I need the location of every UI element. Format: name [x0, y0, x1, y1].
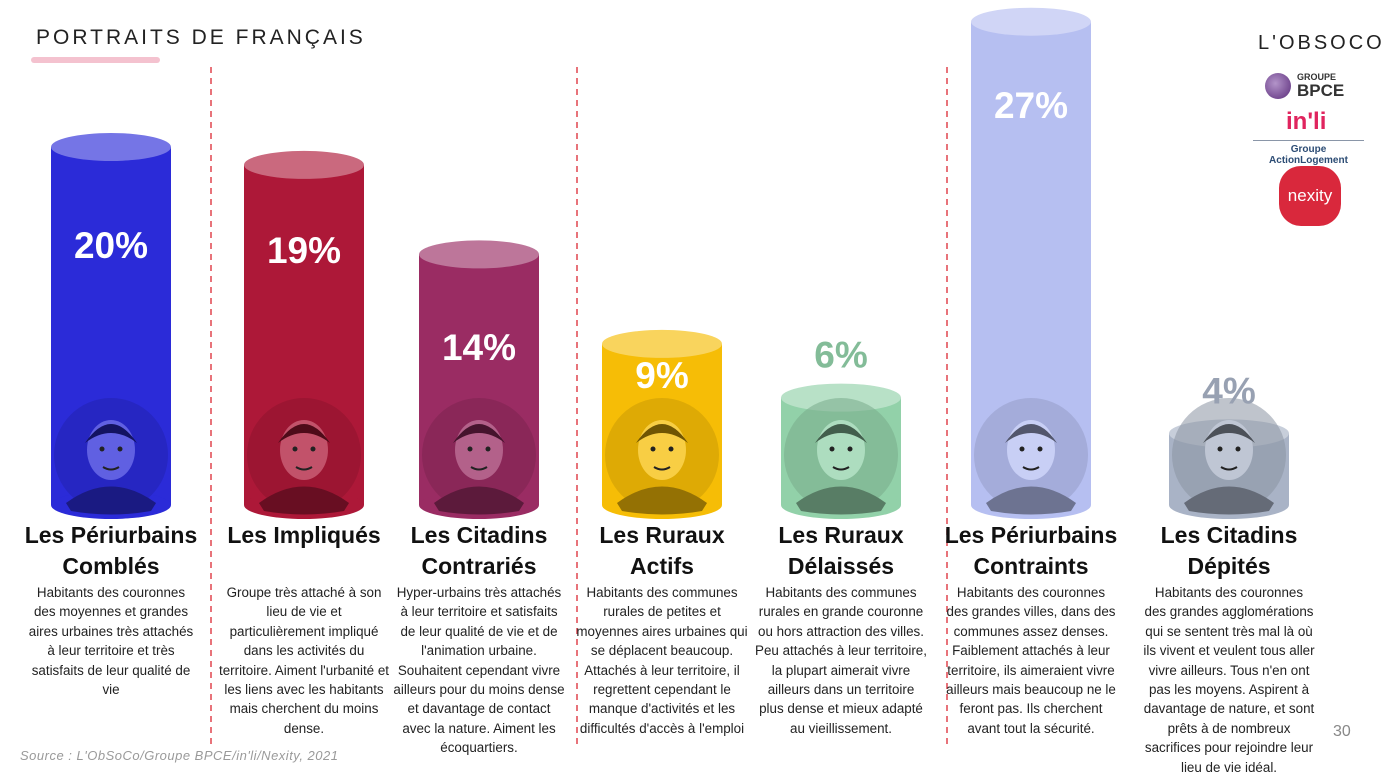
segment-title-line: Les Citadins: [1160, 522, 1298, 548]
segment-description: Habitants des couronnes des moyennes et …: [28, 585, 194, 698]
segment-title-line: Contraints: [973, 553, 1089, 579]
segment-title: Les Ruraux Délaissés: [741, 520, 941, 582]
avatar-icon: [247, 398, 361, 515]
avatar-icon: [54, 398, 168, 515]
segment-description: Hyper-urbains très attachés à leur terri…: [393, 585, 565, 756]
segment-title-line: Les Ruraux: [778, 522, 904, 548]
bar-3: [419, 240, 539, 519]
segment-title: Les Citadins Dépités: [1129, 520, 1329, 582]
data-label: 19%: [267, 230, 341, 271]
segment-description: Habitants des communes rurales en grande…: [755, 585, 927, 736]
segment-title-line: Les Périurbains: [944, 522, 1118, 548]
inli-logo: in'li: [1286, 108, 1327, 135]
nexity-logo: nexity: [1279, 166, 1341, 226]
bar-5: [781, 383, 901, 519]
bpce-text: BPCE: [1297, 81, 1345, 100]
bpce-logo: GROUPE BPCE: [1265, 72, 1344, 99]
avatar-icon: [422, 398, 536, 515]
data-label: 4%: [1202, 370, 1255, 411]
segment-title-line: Les Périurbains: [24, 522, 198, 548]
action-logement-logo: Groupe ActionLogement: [1253, 140, 1364, 166]
segment-title-line: Comblés: [62, 553, 160, 579]
segment-title-line: Les Ruraux: [599, 522, 725, 548]
data-label: 20%: [74, 225, 148, 266]
segment-title: Les Périurbains Comblés: [11, 520, 211, 582]
segment-title: Les Citadins Contrariés: [379, 520, 579, 582]
bpce-emblem-icon: [1265, 72, 1291, 99]
segment-title-line: Contrariés: [421, 553, 537, 579]
segment-description: Habitants des couronnes des grandes aggl…: [1143, 585, 1315, 775]
segment-title: Les Périurbains Contraints: [931, 520, 1131, 582]
bar-top: [781, 383, 901, 412]
segment-description: Habitants des couronnes des grandes vill…: [946, 585, 1116, 736]
bar-4: [602, 329, 722, 519]
bpce-group-text: GROUPE: [1297, 72, 1337, 82]
avatar-icon: [974, 398, 1088, 515]
segment-title-line: Les Citadins: [410, 522, 548, 548]
segment-title-line: Les Impliqués: [227, 522, 381, 548]
avatar-icon: [605, 398, 719, 515]
segment-description: Groupe très attaché à son lieu de vie et…: [218, 585, 390, 736]
bar-top: [244, 150, 364, 179]
segment-title-line: Actifs: [630, 553, 694, 579]
segment-title-line: Délaissés: [787, 553, 895, 579]
source-note: Source : L'ObSoCo/Groupe BPCE/in'li/Nexi…: [20, 748, 339, 763]
bar-top: [51, 133, 171, 161]
segment-title-line: Dépités: [1187, 553, 1271, 579]
bar-top: [971, 7, 1091, 36]
bar-7: [1169, 398, 1289, 519]
data-label: 9%: [635, 355, 688, 396]
bar-6: [971, 7, 1091, 519]
bar-top: [419, 240, 539, 269]
segment-description: Habitants des communes rurales de petite…: [576, 585, 748, 736]
data-label: 6%: [814, 335, 867, 376]
title-underline: [31, 57, 160, 63]
page-title: PORTRAITS DE FRANÇAIS: [36, 26, 366, 49]
data-label: 14%: [442, 327, 516, 368]
segment-title: Les Ruraux Actifs: [562, 520, 762, 582]
avatar-icon: [784, 398, 898, 515]
avatar-icon: [1172, 398, 1286, 515]
bar-1: [51, 133, 171, 519]
segment-title: Les Impliqués: [204, 520, 404, 551]
bar-top: [602, 329, 722, 358]
obsoco-logo: L'OBSOCO: [1258, 32, 1385, 54]
bar-2: [244, 150, 364, 519]
page-number: 30: [1333, 723, 1351, 740]
data-label: 27%: [994, 85, 1068, 126]
